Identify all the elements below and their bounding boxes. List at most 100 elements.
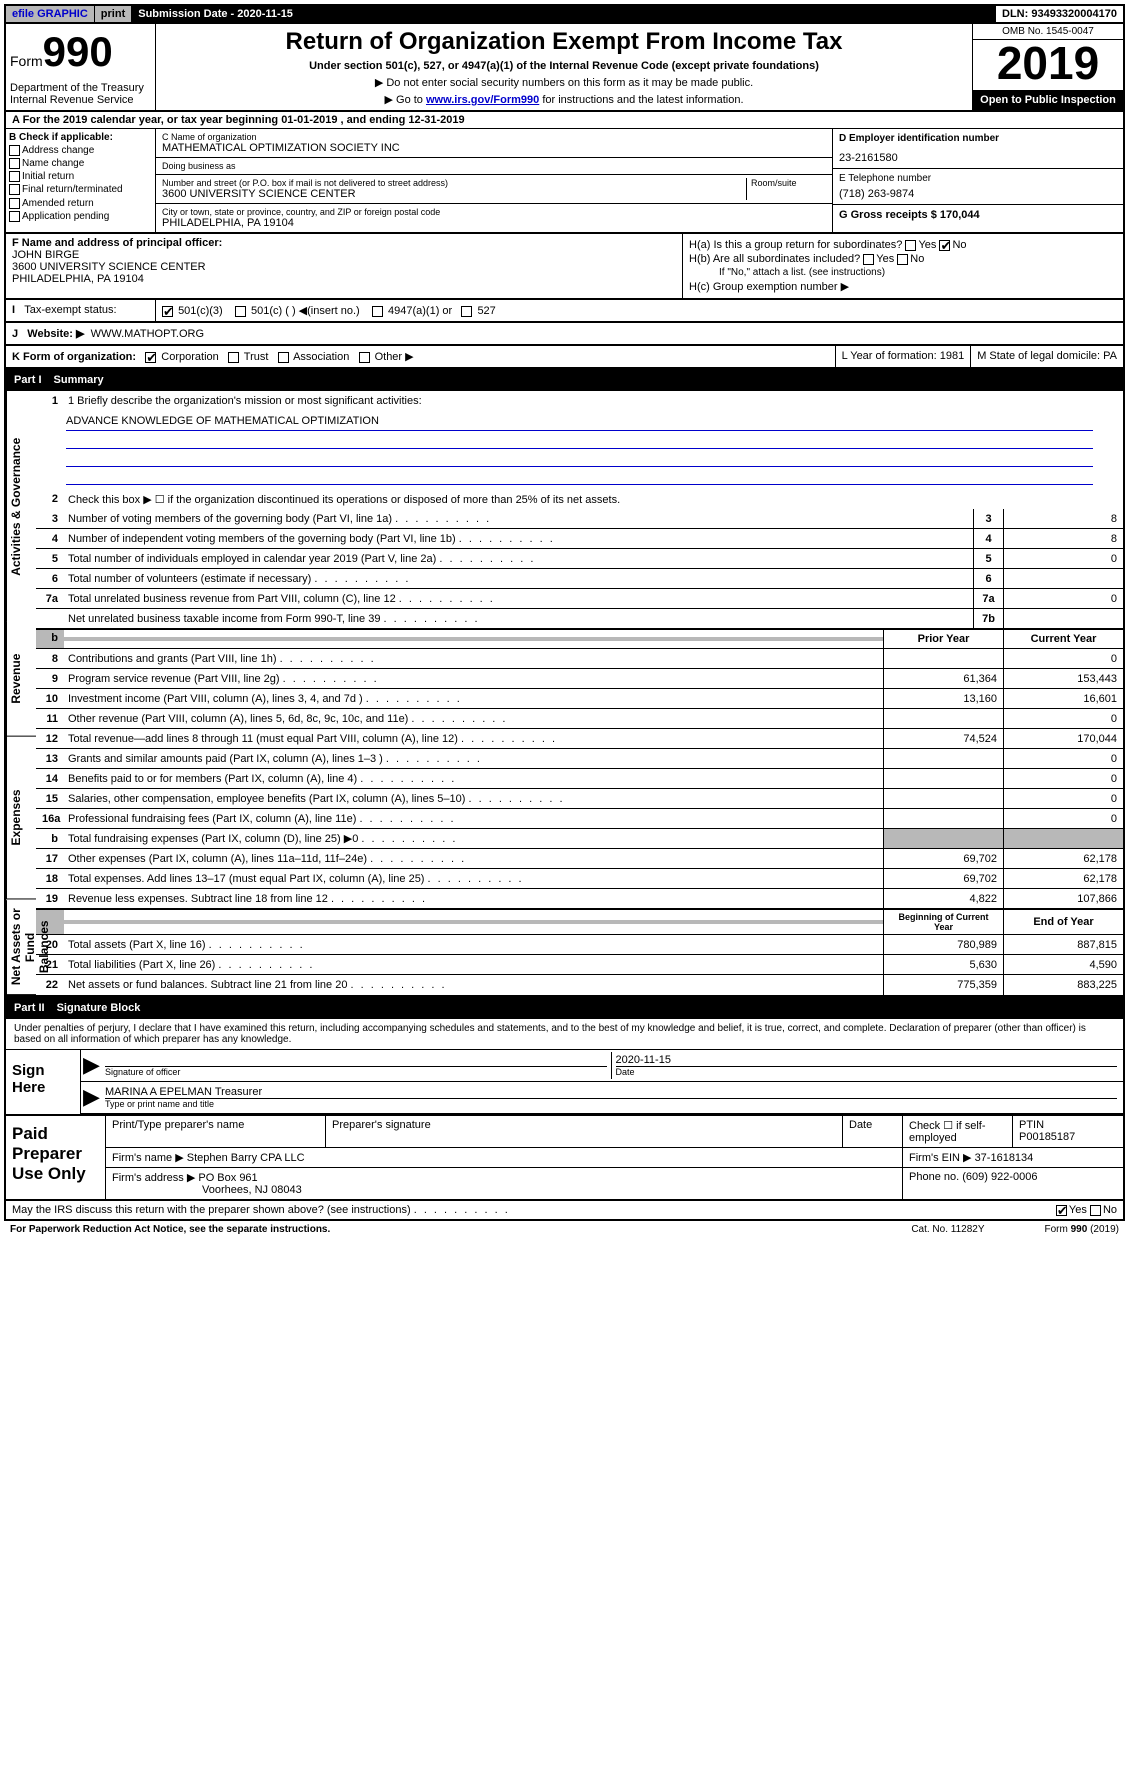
status-label: I Tax-exempt status: bbox=[6, 300, 156, 321]
entity-block: B Check if applicable: Address change Na… bbox=[4, 128, 1125, 234]
mission-label: 1 Briefly describe the organization's mi… bbox=[64, 393, 1123, 409]
check-other[interactable] bbox=[359, 352, 370, 363]
discuss-yes[interactable] bbox=[1056, 1205, 1067, 1216]
irs-link[interactable]: www.irs.gov/Form990 bbox=[426, 94, 539, 106]
form-title: Return of Organization Exempt From Incom… bbox=[160, 28, 968, 56]
table-row: Net unrelated business taxable income fr… bbox=[36, 609, 1123, 629]
sig-officer-label: Signature of officer bbox=[105, 1066, 607, 1077]
officer-addr1: 3600 UNIVERSITY SCIENCE CENTER bbox=[12, 261, 676, 273]
org-name: MATHEMATICAL OPTIMIZATION SOCIETY INC bbox=[162, 142, 826, 154]
check-final[interactable]: Final return/terminated bbox=[9, 184, 152, 195]
line2-desc: Check this box ▶ ☐ if the organization d… bbox=[64, 491, 1123, 508]
firm-city: Voorhees, NJ 08043 bbox=[112, 1184, 896, 1196]
signature-block: Under penalties of perjury, I declare th… bbox=[4, 1019, 1125, 1116]
summary-body: Activities & Governance Revenue Expenses… bbox=[4, 391, 1125, 997]
mission-text: ADVANCE KNOWLEDGE OF MATHEMATICAL OPTIMI… bbox=[36, 411, 1123, 489]
efile-link[interactable]: efile GRAPHIC bbox=[6, 6, 95, 22]
arrow-icon: ▶ bbox=[83, 1084, 101, 1111]
prior-year-header: Prior Year bbox=[883, 630, 1003, 648]
check-trust[interactable] bbox=[228, 352, 239, 363]
prep-sig-label: Preparer's signature bbox=[326, 1116, 843, 1147]
part2-header: Part II Signature Block bbox=[4, 997, 1125, 1019]
tax-period: A For the 2019 calendar year, or tax yea… bbox=[4, 112, 1125, 128]
prep-date-label: Date bbox=[843, 1116, 903, 1147]
dba-label: Doing business as bbox=[162, 161, 826, 171]
form-org-row: K Form of organization: Corporation Trus… bbox=[4, 346, 1125, 369]
department-label: Department of the Treasury Internal Reve… bbox=[10, 82, 151, 106]
tax-year: 2019 bbox=[973, 40, 1123, 86]
discuss-no[interactable] bbox=[1090, 1205, 1101, 1216]
form-subtitle: Under section 501(c), 527, or 4947(a)(1)… bbox=[160, 60, 968, 72]
table-row: 19Revenue less expenses. Subtract line 1… bbox=[36, 889, 1123, 909]
check-4947[interactable] bbox=[372, 306, 383, 317]
end-year-header: End of Year bbox=[1003, 910, 1123, 934]
form-header: Form990 Department of the Treasury Inter… bbox=[4, 24, 1125, 112]
officer-typed-name: MARINA A EPELMAN Treasurer bbox=[105, 1086, 1117, 1098]
table-row: 21Total liabilities (Part X, line 26) 5,… bbox=[36, 955, 1123, 975]
check-b-label: B Check if applicable: bbox=[9, 132, 152, 143]
org-address: 3600 UNIVERSITY SCIENCE CENTER bbox=[162, 188, 746, 200]
table-row: 3Number of voting members of the governi… bbox=[36, 509, 1123, 529]
part1-header: Part I Summary bbox=[4, 369, 1125, 391]
type-name-label: Type or print name and title bbox=[105, 1098, 1117, 1109]
inspection-badge: Open to Public Inspection bbox=[973, 90, 1123, 110]
top-bar: efile GRAPHIC print Submission Date - 20… bbox=[4, 4, 1125, 24]
check-initial[interactable]: Initial return bbox=[9, 171, 152, 182]
table-row: 6Total number of volunteers (estimate if… bbox=[36, 569, 1123, 589]
ein-value: 23-2161580 bbox=[839, 152, 1117, 164]
instructions-link: ▶ Go to www.irs.gov/Form990 for instruct… bbox=[160, 93, 968, 106]
city-label: City or town, state or province, country… bbox=[162, 207, 826, 217]
table-row: 15Salaries, other compensation, employee… bbox=[36, 789, 1123, 809]
officer-addr2: PHILADELPHIA, PA 19104 bbox=[12, 273, 676, 285]
check-amended[interactable]: Amended return bbox=[9, 198, 152, 209]
print-link[interactable]: print bbox=[95, 6, 132, 22]
table-row: 10Investment income (Part VIII, column (… bbox=[36, 689, 1123, 709]
ha-row: H(a) Is this a group return for subordin… bbox=[689, 239, 1117, 251]
check-pending[interactable]: Application pending bbox=[9, 211, 152, 222]
self-employed-check[interactable]: Check ☐ if self-employed bbox=[903, 1116, 1013, 1147]
table-row: 20Total assets (Part X, line 16) 780,989… bbox=[36, 935, 1123, 955]
check-501c3[interactable] bbox=[162, 306, 173, 317]
firm-address: PO Box 961 bbox=[198, 1172, 257, 1184]
check-name[interactable]: Name change bbox=[9, 158, 152, 169]
website-value: WWW.MATHOPT.ORG bbox=[91, 328, 204, 340]
firm-name: Stephen Barry CPA LLC bbox=[187, 1152, 305, 1164]
hb-note: If "No," attach a list. (see instruction… bbox=[689, 267, 1117, 278]
hc-row: H(c) Group exemption number ▶ bbox=[689, 280, 1117, 293]
current-year-header: Current Year bbox=[1003, 630, 1123, 648]
check-assoc[interactable] bbox=[278, 352, 289, 363]
table-row: 5Total number of individuals employed in… bbox=[36, 549, 1123, 569]
beg-year-header: Beginning of Current Year bbox=[883, 910, 1003, 934]
paid-preparer-label: Paid Preparer Use Only bbox=[6, 1116, 106, 1199]
gross-receipts: G Gross receipts $ 170,044 bbox=[833, 205, 1123, 225]
phone-value: (718) 263-9874 bbox=[839, 188, 1117, 200]
check-address[interactable]: Address change bbox=[9, 145, 152, 156]
perjury-text: Under penalties of perjury, I declare th… bbox=[6, 1019, 1123, 1050]
table-row: 22Net assets or fund balances. Subtract … bbox=[36, 975, 1123, 995]
arrow-icon: ▶ bbox=[83, 1052, 101, 1079]
website-row: J Website: ▶ WWW.MATHOPT.ORG bbox=[4, 323, 1125, 346]
org-city: PHILADELPHIA, PA 19104 bbox=[162, 217, 826, 229]
state-domicile: M State of legal domicile: PA bbox=[970, 346, 1123, 367]
table-row: 11Other revenue (Part VIII, column (A), … bbox=[36, 709, 1123, 729]
sign-here-label: Sign Here bbox=[6, 1050, 81, 1114]
firm-phone: (609) 922-0006 bbox=[962, 1171, 1037, 1183]
table-row: 18Total expenses. Add lines 13–17 (must … bbox=[36, 869, 1123, 889]
year-formation: L Year of formation: 1981 bbox=[835, 346, 971, 367]
governance-label: Activities & Governance bbox=[6, 391, 36, 622]
table-row: 9Program service revenue (Part VIII, lin… bbox=[36, 669, 1123, 689]
officer-block: F Name and address of principal officer:… bbox=[4, 234, 1125, 300]
table-row: 12Total revenue—add lines 8 through 11 (… bbox=[36, 729, 1123, 749]
paid-preparer-block: Paid Preparer Use Only Print/Type prepar… bbox=[4, 1116, 1125, 1201]
revenue-label: Revenue bbox=[6, 622, 36, 737]
table-row: 4Number of independent voting members of… bbox=[36, 529, 1123, 549]
check-527[interactable] bbox=[461, 306, 472, 317]
phone-label: E Telephone number bbox=[839, 173, 1117, 184]
table-row: 17Other expenses (Part IX, column (A), l… bbox=[36, 849, 1123, 869]
paperwork-notice: For Paperwork Reduction Act Notice, see … bbox=[10, 1224, 330, 1235]
table-row: 13Grants and similar amounts paid (Part … bbox=[36, 749, 1123, 769]
check-corp[interactable] bbox=[145, 352, 156, 363]
check-501c[interactable] bbox=[235, 306, 246, 317]
ein-label: D Employer identification number bbox=[839, 133, 1117, 144]
submission-date: Submission Date - 2020-11-15 bbox=[132, 6, 996, 22]
